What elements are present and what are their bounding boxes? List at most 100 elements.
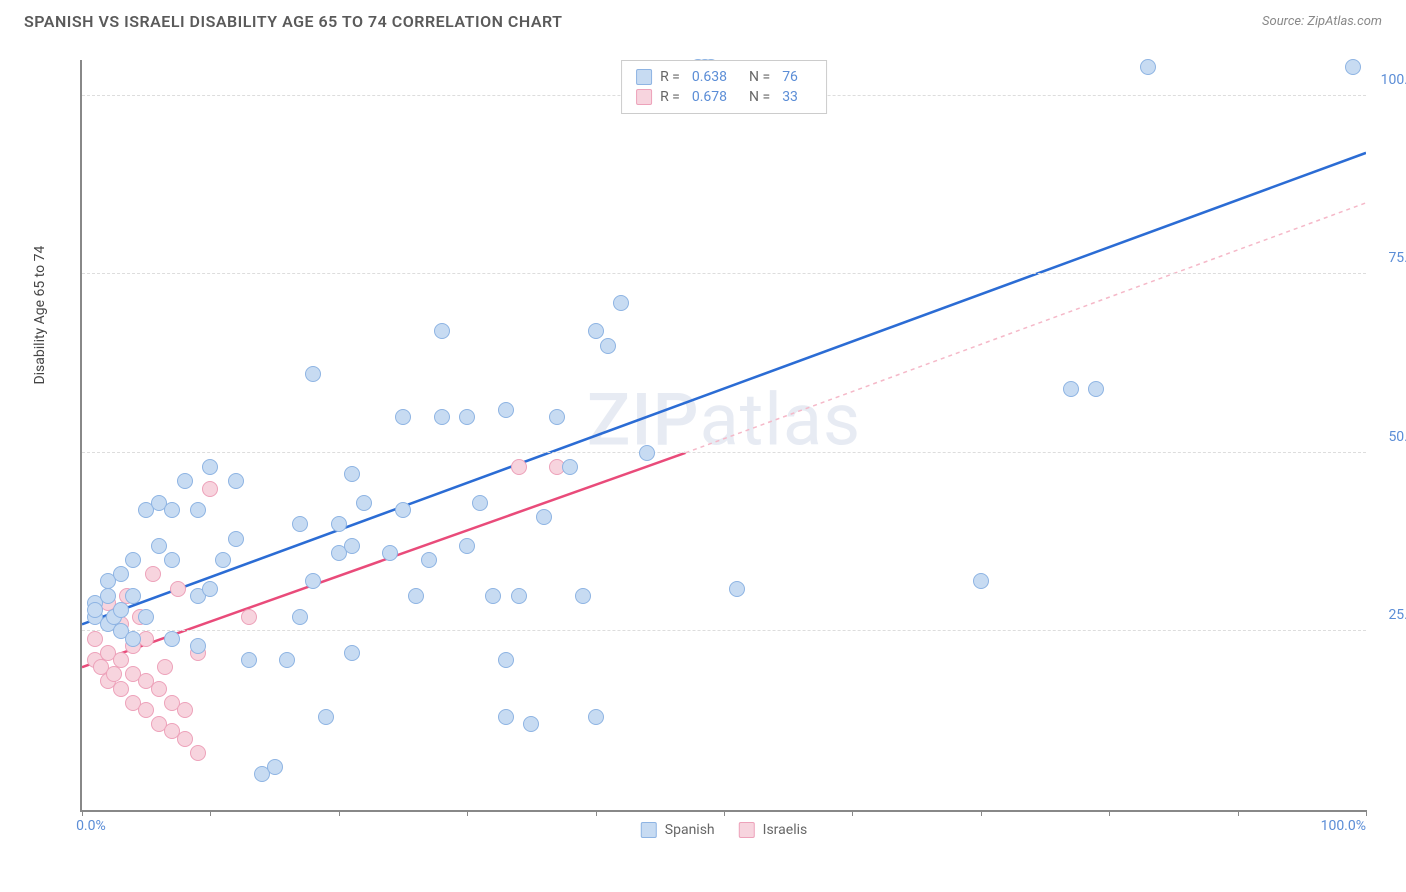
scatter-point-spanish [1088, 381, 1104, 397]
x-tick [82, 810, 83, 816]
scatter-point-spanish [382, 545, 398, 561]
scatter-point-spanish [511, 588, 527, 604]
gridline-h [82, 452, 1366, 453]
scatter-point-spanish [125, 552, 141, 568]
x-tick-label: 0.0% [76, 818, 106, 834]
scatter-point-spanish [498, 709, 514, 725]
scatter-point-spanish [485, 588, 501, 604]
scatter-point-spanish [125, 588, 141, 604]
scatter-point-spanish [305, 366, 321, 382]
scatter-point-spanish [588, 323, 604, 339]
scatter-point-spanish [600, 338, 616, 354]
scatter-point-spanish [87, 602, 103, 618]
scatter-point-israelis [177, 702, 193, 718]
scatter-point-spanish [113, 566, 129, 582]
scatter-point-spanish [549, 409, 565, 425]
x-tick [467, 810, 468, 816]
scatter-point-spanish [164, 552, 180, 568]
scatter-point-spanish [267, 759, 283, 775]
scatter-point-israelis [190, 745, 206, 761]
scatter-point-spanish [356, 495, 372, 511]
scatter-point-israelis [170, 581, 186, 597]
x-tick [339, 810, 340, 816]
scatter-point-spanish [1345, 59, 1361, 75]
scatter-point-israelis [157, 659, 173, 675]
x-tick [1238, 810, 1239, 816]
scatter-point-spanish [498, 402, 514, 418]
scatter-point-spanish [575, 588, 591, 604]
scatter-point-israelis [145, 566, 161, 582]
legend-correlation-row: R = 0.678 N = 33 [636, 87, 812, 107]
scatter-point-spanish [190, 638, 206, 654]
x-tick [210, 810, 211, 816]
scatter-point-israelis [113, 681, 129, 697]
scatter-point-spanish [228, 473, 244, 489]
scatter-point-israelis [241, 609, 257, 625]
scatter-point-israelis [151, 681, 167, 697]
header: SPANISH VS ISRAELI DISABILITY AGE 65 TO … [0, 0, 1406, 39]
scatter-point-spanish [190, 502, 206, 518]
scatter-point-spanish [536, 509, 552, 525]
scatter-point-spanish [562, 459, 578, 475]
scatter-point-israelis [87, 631, 103, 647]
scatter-point-israelis [138, 702, 154, 718]
scatter-point-spanish [613, 295, 629, 311]
scatter-point-spanish [434, 323, 450, 339]
scatter-point-spanish [331, 516, 347, 532]
scatter-point-spanish [138, 609, 154, 625]
legend-swatch [636, 69, 652, 85]
plot-region: ZIPatlas R =0.638N =76R =0.678N =33 Span… [80, 60, 1366, 812]
scatter-point-spanish [228, 531, 244, 547]
legend-series-label: Spanish [665, 822, 715, 838]
legend-r-value: 0.678 [692, 89, 727, 105]
scatter-point-spanish [279, 652, 295, 668]
scatter-point-spanish [177, 473, 193, 489]
x-tick [724, 810, 725, 816]
legend-swatch [636, 89, 652, 105]
regression-lines [82, 60, 1366, 810]
scatter-point-spanish [305, 573, 321, 589]
y-tick-label: 25.0% [1388, 607, 1406, 623]
scatter-point-spanish [639, 445, 655, 461]
y-axis-title: Disability Age 65 to 74 [32, 246, 48, 385]
scatter-point-spanish [1063, 381, 1079, 397]
scatter-point-spanish [164, 631, 180, 647]
scatter-point-spanish [408, 588, 424, 604]
legend-series-label: Israelis [763, 822, 808, 838]
legend-r-label: R = [660, 89, 680, 105]
watermark: ZIPatlas [587, 378, 861, 463]
legend-n-label: N = [749, 69, 770, 85]
legend-series-item: Israelis [739, 822, 808, 838]
scatter-point-spanish [113, 602, 129, 618]
x-tick [981, 810, 982, 816]
scatter-point-spanish [151, 538, 167, 554]
y-tick-label: 50.0% [1388, 429, 1406, 445]
scatter-point-spanish [1140, 59, 1156, 75]
scatter-point-spanish [434, 409, 450, 425]
scatter-point-spanish [344, 466, 360, 482]
scatter-point-spanish [125, 631, 141, 647]
x-tick [1366, 810, 1367, 816]
legend-series: Spanish Israelis [641, 822, 807, 838]
scatter-point-spanish [523, 716, 539, 732]
y-tick-label: 75.0% [1388, 250, 1406, 266]
scatter-point-spanish [164, 502, 180, 518]
gridline-h [82, 630, 1366, 631]
scatter-point-spanish [100, 588, 116, 604]
x-tick-label: 100.0% [1321, 818, 1366, 834]
legend-swatch [641, 822, 657, 838]
scatter-point-spanish [215, 552, 231, 568]
legend-n-value: 33 [782, 89, 798, 105]
legend-series-item: Spanish [641, 822, 715, 838]
scatter-point-israelis [511, 459, 527, 475]
legend-r-label: R = [660, 69, 680, 85]
scatter-point-israelis [177, 731, 193, 747]
scatter-point-spanish [459, 409, 475, 425]
scatter-point-spanish [421, 552, 437, 568]
x-tick [1109, 810, 1110, 816]
legend-r-value: 0.638 [692, 69, 727, 85]
x-tick [852, 810, 853, 816]
scatter-point-israelis [113, 652, 129, 668]
legend-n-label: N = [749, 89, 770, 105]
scatter-point-spanish [459, 538, 475, 554]
